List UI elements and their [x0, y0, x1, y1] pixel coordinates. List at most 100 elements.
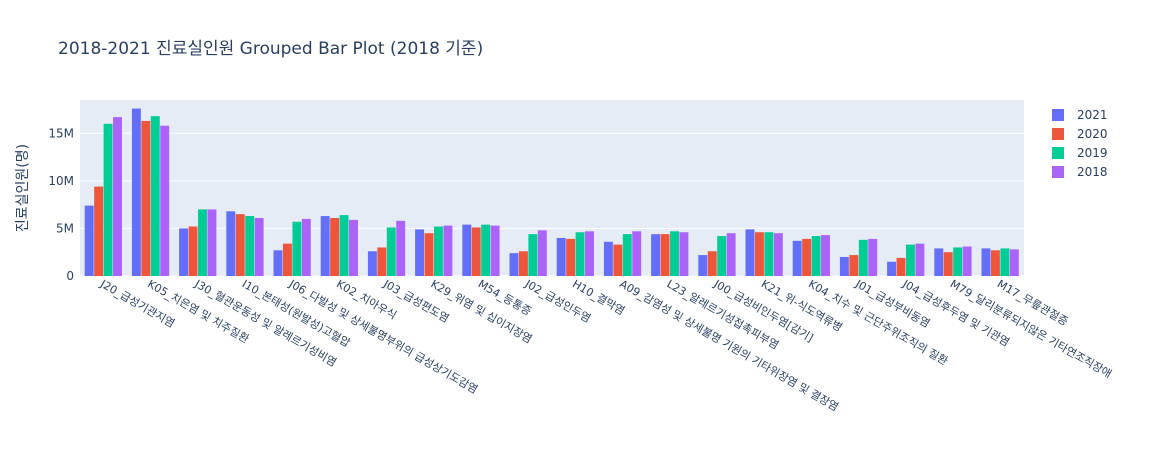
bar-2020[interactable] [802, 238, 812, 276]
bar-2019[interactable] [292, 221, 302, 276]
bar-2018[interactable] [443, 225, 453, 276]
bar-2019[interactable] [858, 239, 868, 276]
bar-2021[interactable] [320, 216, 330, 276]
bar-2020[interactable] [471, 227, 481, 276]
bar-2021[interactable] [367, 251, 377, 276]
bar-2018[interactable] [726, 233, 736, 276]
bar-2020[interactable] [282, 243, 292, 276]
y-axis-label: 진료실인원(명) [15, 144, 31, 232]
bar-2018[interactable] [396, 220, 406, 276]
bar-2021[interactable] [131, 108, 141, 276]
bar-2019[interactable] [339, 215, 349, 276]
y-axis-ticks: 0 5M 10M 15M [48, 126, 74, 283]
bar-2018[interactable] [915, 243, 925, 276]
bar-2018[interactable] [1009, 249, 1019, 276]
bar-2021[interactable] [226, 211, 236, 276]
bar-2018[interactable] [254, 217, 264, 276]
bar-2018[interactable] [113, 117, 122, 276]
bar-2018[interactable] [585, 231, 594, 276]
bar-2019[interactable] [575, 232, 585, 276]
bar-2021[interactable] [509, 253, 519, 276]
bar-2019[interactable] [245, 216, 255, 276]
bar-2021[interactable] [179, 228, 189, 276]
bar-2021[interactable] [84, 205, 94, 276]
bar-2021[interactable] [462, 224, 472, 276]
bar-2021[interactable] [556, 237, 566, 276]
bar-2019[interactable] [386, 227, 396, 276]
bar-2020[interactable] [518, 251, 528, 276]
bar-2018[interactable] [160, 125, 170, 276]
bar-2018[interactable] [207, 209, 217, 276]
bar-2020[interactable] [660, 234, 670, 276]
bar-2020[interactable] [990, 250, 1000, 276]
bar-2021[interactable] [603, 241, 613, 276]
bar-2019[interactable] [434, 226, 443, 276]
bar-2021[interactable] [651, 234, 661, 276]
bar-2018[interactable] [301, 218, 311, 276]
legend-swatch-2019[interactable] [1052, 147, 1064, 159]
bar-2018[interactable] [821, 235, 830, 276]
bar-2020[interactable] [754, 232, 764, 276]
plot-area [80, 100, 1024, 276]
legend-swatch-2021[interactable] [1052, 109, 1064, 121]
y-tick-label: 10M [48, 174, 74, 188]
legend-label-2020[interactable]: 2020 [1077, 127, 1108, 141]
bar-2018[interactable] [632, 231, 642, 276]
legend-swatch-2018[interactable] [1052, 166, 1064, 178]
bar-2020[interactable] [330, 217, 340, 276]
y-tick-label: 5M [56, 221, 74, 235]
bar-2020[interactable] [613, 244, 623, 276]
y-tick-label: 0 [66, 269, 74, 283]
bar-2018[interactable] [773, 233, 783, 276]
bar-2020[interactable] [424, 233, 434, 276]
bar-2019[interactable] [150, 116, 160, 276]
bar-2020[interactable] [141, 120, 151, 276]
bar-2021[interactable] [745, 229, 755, 276]
bar-2020[interactable] [94, 186, 104, 276]
bar-2019[interactable] [198, 209, 207, 276]
bar-2018[interactable] [349, 219, 358, 276]
bar-2021[interactable] [839, 256, 849, 276]
bar-2021[interactable] [934, 248, 944, 276]
bar-2020[interactable] [849, 255, 859, 276]
bar-2018[interactable] [490, 225, 500, 276]
bar-2021[interactable] [415, 229, 425, 276]
bar-2021[interactable] [273, 250, 283, 276]
bar-2018[interactable] [962, 246, 972, 276]
chart-title: 2018-2021 진료실인원 Grouped Bar Plot (2018 기… [58, 39, 484, 59]
bar-2018[interactable] [537, 230, 547, 276]
bar-2020[interactable] [707, 251, 717, 276]
bar-2019[interactable] [481, 224, 491, 276]
bar-2019[interactable] [528, 234, 538, 276]
legend[interactable]: 2021 2020 2019 2018 [1052, 108, 1108, 179]
bar-2018[interactable] [868, 238, 878, 276]
bar-2020[interactable] [896, 257, 906, 276]
bar-2018[interactable] [679, 232, 689, 276]
bar-2020[interactable] [235, 214, 245, 276]
legend-label-2021[interactable]: 2021 [1077, 108, 1108, 122]
bar-2021[interactable] [887, 261, 897, 276]
legend-label-2019[interactable]: 2019 [1077, 146, 1108, 160]
bar-2019[interactable] [717, 236, 727, 276]
bar-2019[interactable] [953, 247, 963, 276]
bar-2020[interactable] [566, 238, 576, 276]
bar-2020[interactable] [943, 252, 953, 276]
bar-2019[interactable] [670, 231, 679, 276]
bar-2019[interactable] [103, 123, 113, 276]
y-tick-label: 15M [48, 126, 74, 140]
bar-2021[interactable] [981, 248, 991, 276]
bar-2019[interactable] [1000, 248, 1010, 276]
bar-2021[interactable] [698, 255, 708, 276]
bar-2020[interactable] [188, 226, 198, 276]
legend-swatch-2020[interactable] [1052, 128, 1064, 140]
bar-2019[interactable] [906, 244, 915, 276]
bar-2020[interactable] [377, 247, 387, 276]
bar-2019[interactable] [622, 234, 632, 276]
bar-2021[interactable] [792, 240, 802, 276]
bar-2019[interactable] [764, 232, 774, 276]
bar-2019[interactable] [811, 236, 821, 276]
bars [84, 108, 1019, 276]
legend-label-2018[interactable]: 2018 [1077, 165, 1108, 179]
